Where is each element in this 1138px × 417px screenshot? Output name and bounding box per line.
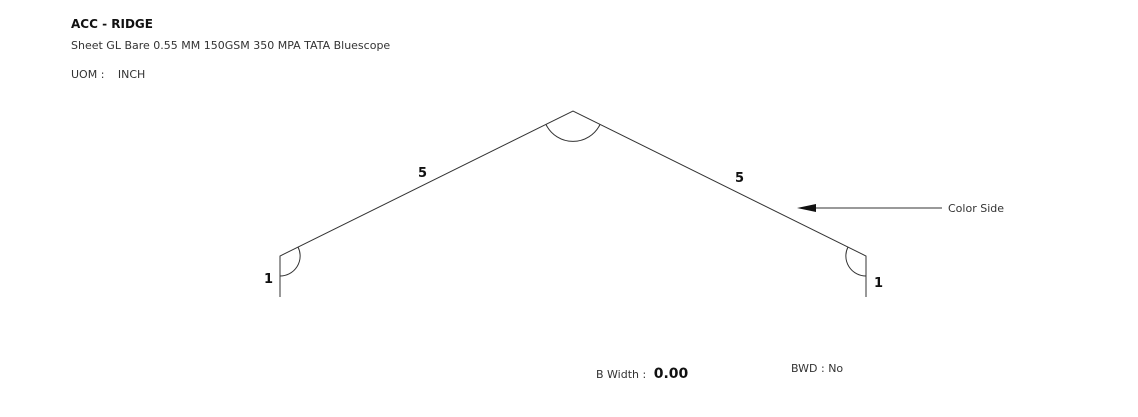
apex-angle-arc (545, 124, 601, 142)
uom-row: UOM : INCH (71, 68, 145, 81)
right-bend-angle-arc (845, 246, 867, 277)
left-return-length-label: 1 (264, 272, 273, 287)
color-side-arrow-icon (797, 204, 816, 212)
left-slope-length-label: 5 (418, 166, 427, 181)
profile-outline (279, 110, 867, 297)
drawing-title: ACC - RIDGE (71, 17, 153, 31)
bwidth-row: B Width : 0.00 (596, 366, 688, 382)
left-bend-angle-arc (279, 246, 301, 277)
color-side-label: Color Side (948, 202, 1004, 215)
right-return-length-label: 1 (874, 276, 883, 291)
material-description: Sheet GL Bare 0.55 MM 150GSM 350 MPA TAT… (71, 39, 391, 52)
bwidth-value: 0.00 (653, 366, 689, 382)
bwd-label: BWD : No (791, 362, 844, 375)
uom-value: INCH (117, 68, 146, 81)
right-slope-length-label: 5 (735, 171, 744, 186)
uom-label: UOM : (71, 68, 105, 81)
bwidth-label: B Width : (596, 368, 647, 381)
